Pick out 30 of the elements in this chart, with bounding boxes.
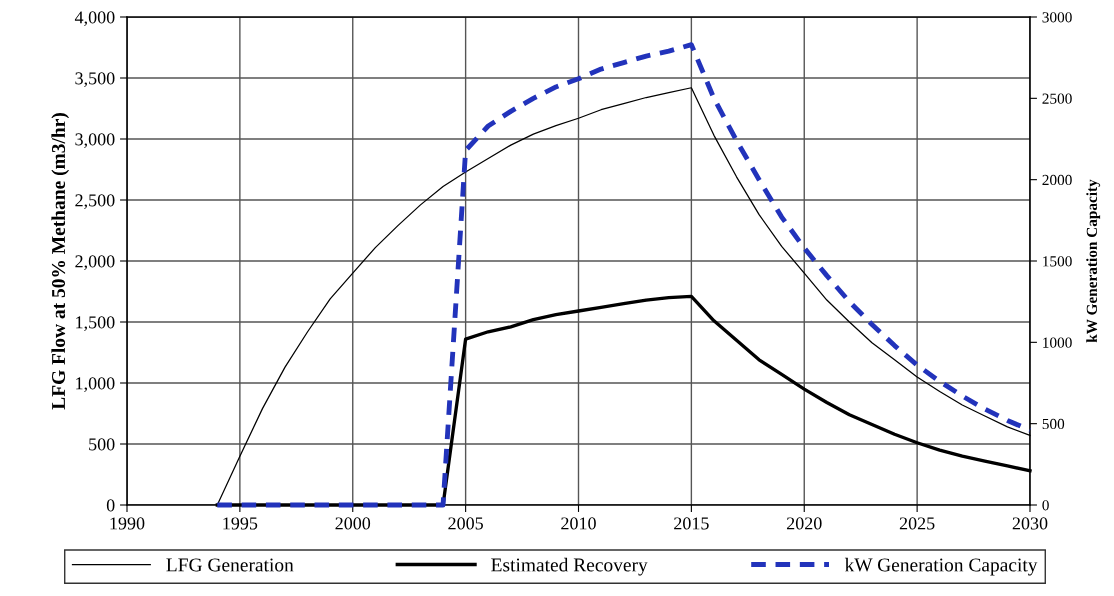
y-tick-label: 500 bbox=[89, 438, 115, 451]
y-tick-label: 4,000 bbox=[74, 11, 115, 27]
y-tick-label: 0 bbox=[106, 499, 115, 512]
x-tick-label: 2010 bbox=[561, 517, 596, 530]
legend-label: LFG Generation bbox=[166, 558, 294, 572]
x-tick-label: 2005 bbox=[448, 517, 483, 530]
legend-label: kW Generation Capacity bbox=[844, 557, 1038, 576]
y-tick-label: 2,500 bbox=[75, 194, 115, 210]
y2-tick-label: 1500 bbox=[1043, 256, 1072, 267]
x-tick-label: 2000 bbox=[335, 517, 371, 530]
y-tick-label: 1,000 bbox=[76, 377, 115, 393]
x-tick-label: 2020 bbox=[786, 517, 822, 530]
x-tick-label: 2025 bbox=[899, 517, 935, 530]
x-tick-label: 1995 bbox=[223, 517, 258, 530]
y2-tick-label: 500 bbox=[1042, 418, 1065, 430]
y2-tick-label: 3000 bbox=[1042, 12, 1072, 23]
y-tick-label: 3,500 bbox=[75, 72, 115, 88]
x-tick-label: 2030 bbox=[1012, 517, 1048, 530]
y-tick-label: 1,500 bbox=[76, 316, 115, 332]
y-axis-title: LFG Flow at 50% Methane (m3/hr) bbox=[51, 113, 70, 410]
y2-tick-label: 0 bbox=[1042, 500, 1049, 511]
legend-label: Estimated Recovery bbox=[491, 557, 648, 576]
y2-tick-label: 2000 bbox=[1042, 174, 1072, 186]
x-tick-label: 1990 bbox=[110, 517, 145, 530]
y2-tick-label: 2500 bbox=[1042, 93, 1072, 104]
y-tick-label: 3,000 bbox=[75, 133, 115, 149]
y-tick-label: 2,000 bbox=[75, 255, 115, 271]
x-tick-label: 2015 bbox=[674, 517, 709, 530]
y2-axis-title: kW Generation Capacity bbox=[1086, 179, 1101, 343]
y2-tick-label: 1000 bbox=[1043, 337, 1072, 348]
